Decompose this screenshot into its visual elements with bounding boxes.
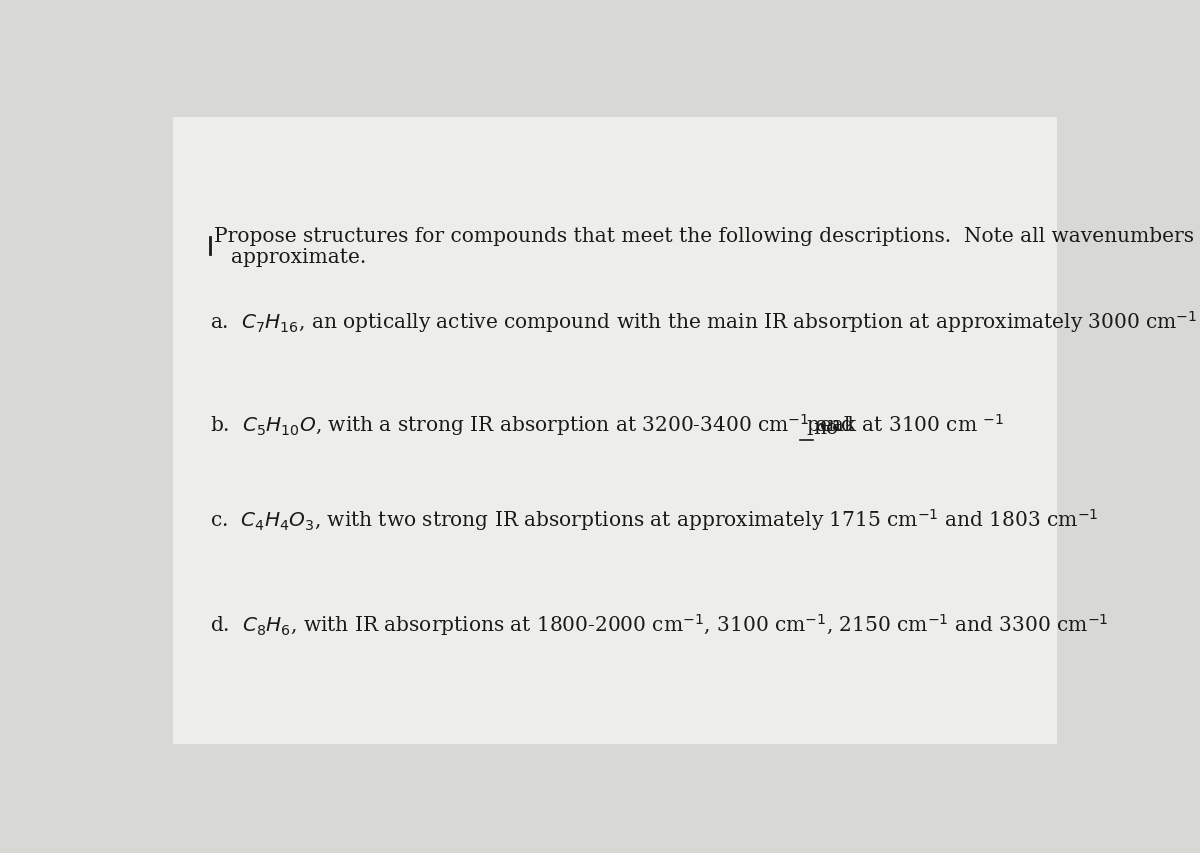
Text: a.  $\mathit{C_7H_{16}}$, an optically active compound with the main IR absorpti: a. $\mathit{C_7H_{16}}$, an optically ac… [210, 309, 1198, 334]
Text: c.  $\mathit{C_4H_4O_3}$, with two strong IR absorptions at approximately 1715 c: c. $\mathit{C_4H_4O_3}$, with two strong… [210, 507, 1099, 532]
Text: b.  $\mathit{C_5H_{10}O}$, with a strong IR absorption at 3200-3400 cm$^{-1}$ an: b. $\mathit{C_5H_{10}O}$, with a strong … [210, 412, 856, 438]
Text: no: no [814, 419, 839, 438]
Text: peak at 3100 cm $^{-1}$: peak at 3100 cm $^{-1}$ [799, 412, 1004, 438]
FancyBboxPatch shape [173, 118, 1057, 744]
Text: d.  $\mathit{C_8H_6}$, with IR absorptions at 1800-2000 cm$^{-1}$, 3100 cm$^{-1}: d. $\mathit{C_8H_6}$, with IR absorption… [210, 612, 1109, 638]
Text: approximate.: approximate. [232, 248, 367, 267]
Text: Propose structures for compounds that meet the following descriptions.  Note all: Propose structures for compounds that me… [214, 226, 1200, 246]
